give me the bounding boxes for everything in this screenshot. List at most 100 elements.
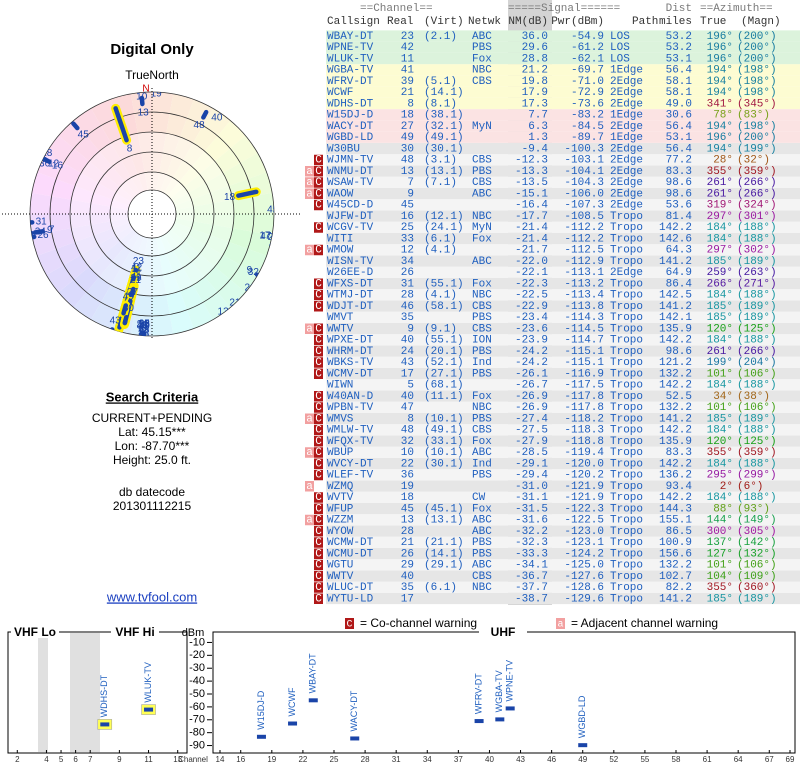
co-channel-warning [314,537,323,548]
table-cell: 300° [707,526,733,538]
row-background [326,97,800,110]
table-cell: 100.9 [659,537,692,549]
warning-label: C [315,515,322,527]
table-cell: Tropo [610,402,643,414]
polar-wedge [152,214,267,275]
table-cell: 58.1 [666,76,693,88]
row-background [326,322,800,335]
table-cell: NBC [472,65,492,77]
table-cell: -118.3 [564,425,604,437]
table-cell: Fox [472,391,492,403]
table-cell: (24.1) [424,222,464,234]
table-cell: 18 [401,492,414,504]
table-cell: 135.9 [659,323,692,335]
polar-title: Digital Only [110,41,194,58]
warning-label: C [315,436,322,448]
table-cell: PBS [472,368,492,380]
row-background [326,154,800,166]
table-cell: -104.3 [564,177,604,189]
polar-mark [30,155,39,163]
table-cell: 1Edge [610,110,643,122]
table-cell: -31.0 [515,481,548,493]
polar-mark [122,314,129,326]
polar-label: 46 [137,320,149,331]
panel-title: UHF [491,625,516,639]
table-cell: -9.4 [522,143,549,155]
table-cell: -107.3 [564,200,604,212]
adjacent-warning [305,177,314,188]
table-cell: (14.1) [424,87,464,99]
table-cell: 184° [707,492,733,504]
panel-title: VHF Lo [14,625,56,639]
table-cell: (38.1) [424,110,464,122]
table-cell: WACY-DT [327,121,374,133]
row-background [326,480,800,492]
table-cell: -61.2 [571,42,604,54]
table-cell: -108.5 [564,211,604,223]
polar-label: 45 [267,204,279,215]
polar-wedge [152,120,246,214]
bar-label: WLUK-TV [143,662,153,703]
table-cell: 355° [707,447,733,459]
co-channel-warning [314,166,323,177]
row-background [326,244,800,256]
table-cell: -117.5 [564,380,604,392]
row-background [326,199,800,211]
table-cell: 19.8 [522,76,548,88]
y-tick-label: -90 [189,739,205,751]
polar-wedge [58,214,152,308]
polar-wedge [73,108,152,214]
legend-co-text: = Co-channel warning [360,616,477,630]
table-cell: -120.2 [564,470,604,482]
polar-mark [139,95,145,107]
table-cell: 28.8 [522,53,548,65]
table-cell: (263°) [737,267,777,279]
bar [578,743,588,748]
polar-label: 36 [39,159,51,170]
warning-label: C [315,166,322,178]
table-cell: -12.3 [515,155,548,167]
vhf-panel [7,631,188,754]
warning-label: C [315,458,322,470]
warning-label: C [315,560,322,572]
table-cell: 25 [401,222,414,234]
table-cell: -121.9 [564,492,604,504]
table-cell: 2Edge [610,200,643,212]
row-background [326,30,800,42]
co-channel-warning [314,469,323,481]
table-cell: -26.7 [515,380,548,392]
table-cell: (12.1) [424,211,464,223]
table-cell: 142.2 [659,380,692,392]
table-cell: Fox [472,503,492,515]
warning-label: C [315,357,322,369]
table-cell: 21 [401,537,415,549]
row-background [326,547,800,560]
table-cell: (13.1) [424,515,464,527]
polar-mark [30,230,34,237]
polar-wedge [152,214,231,320]
channel-gap [38,633,48,752]
y-tick-label: -20 [189,649,205,661]
table-cell: 47 [401,402,414,414]
co-channel-warning [314,346,323,357]
table-cell: 28 [401,290,414,302]
site-link[interactable]: www.tvfool.com [106,589,197,604]
criteria-title: Search Criteria [106,389,199,404]
bar [474,719,484,724]
warning-label: C [315,391,322,403]
table-cell: -89.7 [571,132,604,144]
adjacent-warning [305,166,314,177]
table-cell: Tropo [610,582,643,594]
table-cell: 8 [407,98,414,110]
polar-label: 27 [127,287,139,298]
polar-label: 21 [229,298,241,309]
table-cell: -31.5 [515,503,548,515]
co-channel-warning [314,593,323,604]
bar-label: WBAY-DT [308,653,318,694]
criteria-height: Height: 25.0 ft. [113,453,191,467]
row-background [326,446,800,458]
table-cell: (4.1) [424,290,457,302]
table-cell: -73.6 [571,98,604,110]
table-cell: 144° [707,515,733,527]
row-background [326,424,800,436]
